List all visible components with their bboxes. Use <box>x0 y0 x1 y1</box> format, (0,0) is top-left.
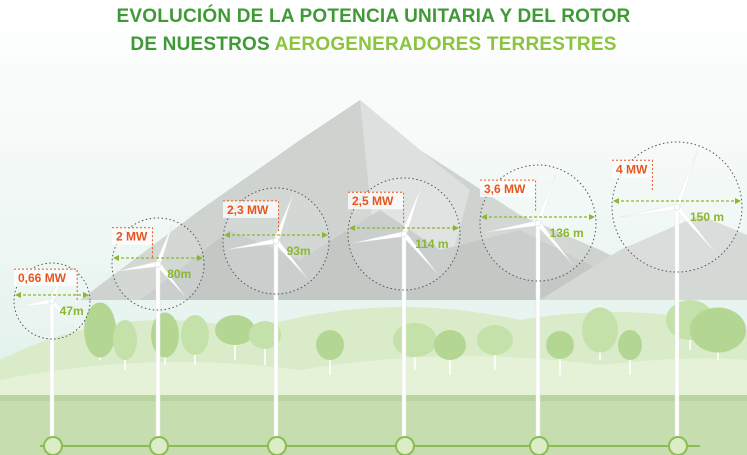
power-label: 4 MW <box>616 162 648 176</box>
power-bracket <box>348 191 405 224</box>
power-label: 2,5 MW <box>352 194 394 208</box>
power-label-bg <box>223 200 279 218</box>
diameter-arrow-right <box>83 292 89 298</box>
rotor-hub <box>154 260 162 268</box>
diameter-label: 136 m <box>550 226 584 240</box>
diameter-arrow-right <box>197 255 203 261</box>
timeline-node-4 <box>395 436 415 455</box>
diameter-arrow-left <box>349 225 355 231</box>
timeline-node-1 <box>43 436 63 455</box>
timeline-node-3 <box>267 436 287 455</box>
diameter-label: 114 m <box>415 237 448 251</box>
diameter-arrow-right <box>322 232 328 238</box>
power-label-bg <box>348 192 404 210</box>
tree-canopy <box>316 330 344 360</box>
rotor-hub <box>400 230 408 238</box>
tree-canopy <box>249 321 281 349</box>
rotor-hub <box>272 237 280 245</box>
rotor-hub <box>534 219 542 227</box>
diameter-arrow-right <box>453 225 459 231</box>
diameter-arrow-left <box>224 232 230 238</box>
tree-canopy <box>215 315 255 345</box>
tree-canopy <box>151 312 179 358</box>
tree-canopy <box>582 307 618 353</box>
power-label: 2,3 MW <box>227 203 269 217</box>
rotor-hub <box>48 297 56 305</box>
power-bracket <box>112 227 153 259</box>
tree-canopy <box>477 325 513 355</box>
turbine-3: 2,3 MW 93m <box>222 187 330 441</box>
diameter-arrow-left <box>15 292 21 298</box>
tree-canopy <box>690 307 746 353</box>
tree-canopy <box>84 302 116 358</box>
turbine-4: 2,5 MW 114 m <box>347 177 461 441</box>
turbine-1: 0,66 MW 47m <box>13 262 91 441</box>
tree-canopy <box>546 331 574 359</box>
tree-canopy <box>393 323 437 357</box>
diameter-label: 93m <box>287 244 311 258</box>
diameter-label: 150 m <box>690 210 724 224</box>
diameter-arrow-left <box>613 198 619 204</box>
title-line-2-prefix: DE NUESTROS <box>130 34 275 55</box>
power-label: 3,6 MW <box>484 182 526 196</box>
power-label-bg <box>480 180 536 198</box>
title-line-2: DE NUESTROS AEROGENERADORES TERRESTRES <box>0 34 747 56</box>
power-bracket <box>14 268 78 301</box>
power-label-bg <box>612 160 653 178</box>
tree-canopy <box>181 315 209 355</box>
rotor-hub <box>673 203 681 211</box>
turbine-2: 2 MW 80m <box>111 217 205 441</box>
power-label: 0,66 MW <box>18 271 67 285</box>
title-line-2-highlight: AEROGENERADORES TERRESTRES <box>274 34 617 55</box>
diameter-arrow-right <box>735 198 741 204</box>
title-line-1: EVOLUCIÓN DE LA POTENCIA UNITARIA Y DEL … <box>116 6 631 27</box>
tree-canopy <box>618 330 642 360</box>
ground-edge <box>0 395 747 401</box>
power-label-bg <box>14 269 78 287</box>
diameter-arrow-left <box>481 214 487 220</box>
timeline-node-2 <box>149 436 169 455</box>
power-label: 2 MW <box>116 230 148 244</box>
tree-trunk <box>264 335 266 365</box>
diameter-label: 80m <box>167 267 191 281</box>
power-bracket <box>223 200 280 232</box>
diameter-arrow-left <box>113 255 119 261</box>
timeline-node-5 <box>529 436 549 455</box>
power-bracket <box>612 159 653 192</box>
tree-trunk <box>559 345 561 375</box>
diameter-arrow-right <box>589 214 595 220</box>
tree-canopy <box>113 320 137 360</box>
power-label-bg <box>112 227 153 245</box>
mountain-front <box>140 210 660 300</box>
tree-canopy <box>434 330 466 360</box>
diameter-label: 47m <box>60 304 84 318</box>
power-bracket <box>480 179 537 212</box>
mountain-right <box>540 215 747 300</box>
turbine-6: 4 MW 150 m <box>611 141 743 441</box>
turbine-5: 3,6 MW 136 m <box>479 164 597 441</box>
timeline-node-6 <box>668 436 688 455</box>
